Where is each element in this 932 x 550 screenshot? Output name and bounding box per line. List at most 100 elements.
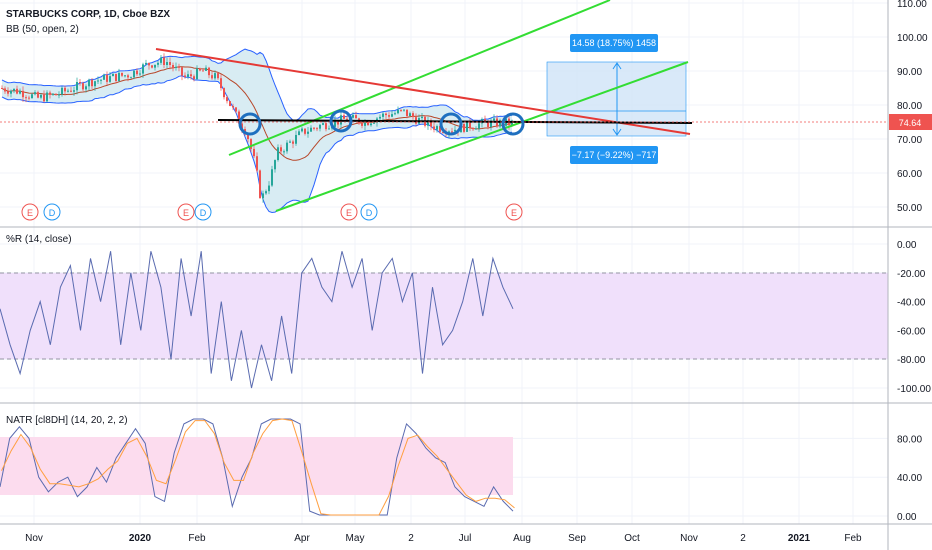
measure-down-label-box [570, 146, 658, 164]
candle-body [208, 67, 210, 76]
candle-body [373, 122, 375, 124]
candle-body [163, 57, 165, 65]
wr-tick-label: -60.00 [897, 326, 926, 337]
channel-upper-line[interactable] [228, 0, 611, 156]
candle-body [403, 109, 405, 111]
candle-body [469, 121, 471, 129]
candle-body [466, 121, 468, 132]
touch-circle[interactable] [238, 112, 262, 136]
candle-body [88, 79, 90, 87]
candle-body [214, 73, 216, 79]
candle-body [7, 91, 9, 94]
price-tick-label: 70.00 [897, 135, 922, 146]
price-axis[interactable]: 110.00 100.00 90.00 80.00 70.00 60.00 50.00 [897, 0, 928, 214]
event-circle [43, 203, 61, 221]
candle-body [421, 116, 423, 119]
dividend-marker[interactable]: D [360, 203, 378, 221]
candle-body [289, 141, 291, 143]
candle-body [325, 123, 327, 130]
candle-body [232, 105, 234, 108]
candle-body [352, 115, 354, 118]
dividend-marker[interactable]: D [194, 203, 212, 221]
wr-tick-label: 0.00 [897, 240, 917, 251]
candle-body [118, 72, 120, 82]
candle-body [184, 75, 186, 77]
candle-body [16, 88, 18, 94]
time-tick-label: Feb [844, 533, 862, 544]
touch-circle[interactable] [329, 109, 353, 133]
candle-body [154, 64, 156, 68]
time-axis[interactable]: Nov 2020 Feb Apr May 2 Jul Aug Sep Oct Nov 2 2021 Feb [25, 533, 862, 544]
earnings-marker[interactable]: E [505, 203, 523, 221]
earnings-marker[interactable]: E [21, 203, 39, 221]
candle-body [112, 73, 114, 77]
candle-body [67, 90, 69, 92]
candle-body [484, 118, 486, 122]
channel-lower-line[interactable] [275, 61, 689, 212]
candle-body [319, 124, 321, 129]
candle-body [40, 94, 42, 98]
candle-body [217, 73, 219, 79]
measure-arrow-down-icon [612, 128, 622, 136]
time-tick-label: Aug [513, 533, 531, 544]
candle-body [205, 67, 207, 71]
candle-body [151, 65, 153, 68]
candle-body [19, 90, 21, 94]
touch-circle[interactable] [501, 112, 525, 136]
event-circle [177, 203, 195, 221]
last-price-tag [889, 114, 932, 130]
candle-body [322, 123, 324, 125]
resistance-trendline[interactable] [155, 48, 691, 135]
support-line[interactable] [217, 119, 693, 124]
candle-body [31, 94, 33, 99]
candle-body [271, 169, 273, 186]
candle-body [436, 126, 438, 130]
time-tick-label: 2 [740, 533, 746, 544]
event-letter: E [27, 208, 33, 218]
touch-circle[interactable] [439, 112, 463, 136]
dividend-marker[interactable]: D [43, 203, 61, 221]
candle-body [412, 113, 414, 118]
time-tick-label: Nov [25, 533, 43, 544]
candle-body [313, 127, 315, 129]
candle-body [433, 126, 435, 130]
candle-body [256, 156, 258, 171]
price-pane[interactable]: 14.58 (18.75%) 1458 −7.17 (−9.22%) −717 … [0, 0, 888, 221]
time-tick-label: Sep [568, 533, 586, 544]
candle-body [175, 66, 177, 69]
candle-body [169, 62, 171, 66]
candle-body [220, 78, 222, 89]
time-tick-label: May [346, 533, 365, 544]
candle-body [334, 120, 336, 127]
candle-body [52, 93, 54, 95]
natr-pane[interactable]: NATR [cl8DH] (14, 20, 2, 2) [0, 415, 515, 516]
earnings-marker[interactable]: E [177, 203, 195, 221]
candle-body [394, 113, 396, 115]
candle-body [28, 97, 30, 99]
wr-tick-label: -80.00 [897, 355, 926, 366]
candle-body [106, 74, 108, 82]
time-tick-label: Oct [624, 533, 640, 544]
candle-body [478, 123, 480, 129]
williams-r-pane[interactable]: %R (14, close) [0, 234, 888, 389]
event-letter: D [49, 208, 56, 218]
candle-body [25, 97, 27, 99]
candle-body [379, 116, 381, 119]
wr-axis[interactable]: 0.00 -20.00 -40.00 -60.00 -80.00 -100.00 [897, 240, 931, 395]
candle-body [364, 121, 366, 126]
candles [1, 53, 513, 203]
candle-body [64, 87, 66, 92]
candle-body [427, 120, 429, 126]
candle-body [196, 68, 198, 80]
candle-body [13, 88, 15, 91]
earnings-marker[interactable]: E [340, 203, 358, 221]
candle-body [265, 191, 267, 194]
candle-body [259, 170, 261, 199]
candle-body [226, 97, 228, 102]
natr-axis[interactable]: 80.00 40.00 0.00 [897, 434, 922, 523]
candle-body [187, 74, 189, 77]
candle-body [235, 107, 237, 112]
wr-tick-label: -100.00 [897, 384, 931, 395]
